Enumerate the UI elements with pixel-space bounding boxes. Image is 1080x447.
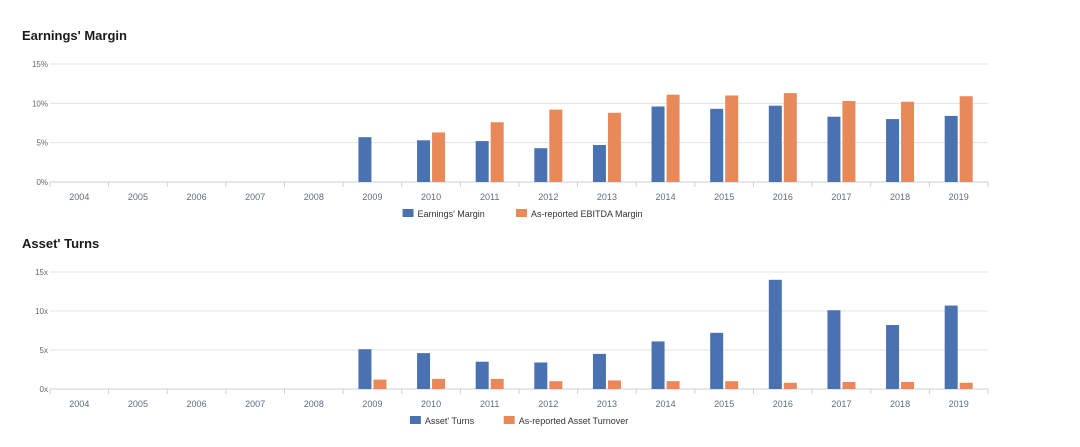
bar-earnings-s1-2012 bbox=[549, 109, 563, 182]
legend-label: As-reported Asset Turnover bbox=[519, 416, 629, 426]
bar-asset-s1-2014 bbox=[666, 381, 680, 389]
bar-earnings-s0-2017 bbox=[827, 116, 841, 182]
x-tick-label: 2018 bbox=[890, 192, 910, 202]
x-tick-label: 2017 bbox=[831, 192, 851, 202]
bar-earnings-s0-2013 bbox=[592, 145, 606, 182]
bar-earnings-s1-2016 bbox=[783, 93, 797, 182]
bar-asset-s1-2010 bbox=[432, 378, 446, 389]
bar-earnings-s1-2014 bbox=[666, 94, 680, 182]
x-tick-label: 2019 bbox=[949, 399, 969, 409]
x-tick-label: 2015 bbox=[714, 399, 734, 409]
bar-asset-s0-2010 bbox=[417, 353, 431, 389]
x-tick-label: 2007 bbox=[245, 399, 265, 409]
bar-asset-s0-2013 bbox=[592, 353, 606, 389]
x-tick-label: 2019 bbox=[949, 192, 969, 202]
bar-asset-s0-2011 bbox=[475, 361, 489, 389]
x-tick-label: 2010 bbox=[421, 192, 441, 202]
bar-asset-s1-2017 bbox=[842, 381, 856, 389]
y-tick-label: 10% bbox=[32, 99, 48, 108]
bar-asset-s0-2017 bbox=[827, 310, 841, 389]
x-tick-label: 2004 bbox=[69, 192, 89, 202]
x-tick-label: 2011 bbox=[480, 399, 499, 409]
x-tick-label: 2015 bbox=[714, 192, 734, 202]
bar-asset-s0-2019 bbox=[944, 305, 958, 389]
bar-earnings-s1-2015 bbox=[725, 95, 739, 182]
bar-asset-s1-2015 bbox=[725, 381, 739, 389]
bar-earnings-s0-2018 bbox=[886, 119, 900, 182]
bar-asset-s0-2016 bbox=[768, 279, 782, 389]
legend-label: Earnings' Margin bbox=[418, 209, 485, 219]
x-tick-label: 2018 bbox=[890, 399, 910, 409]
bar-earnings-s0-2011 bbox=[475, 141, 489, 182]
bar-earnings-s1-2010 bbox=[432, 132, 446, 182]
x-tick-label: 2006 bbox=[187, 192, 207, 202]
x-tick-label: 2013 bbox=[597, 192, 617, 202]
x-tick-label: 2012 bbox=[538, 399, 558, 409]
bar-asset-s1-2018 bbox=[901, 381, 915, 389]
y-tick-label: 15x bbox=[35, 268, 48, 277]
x-tick-label: 2007 bbox=[245, 192, 265, 202]
bar-earnings-s0-2016 bbox=[768, 105, 782, 182]
x-tick-label: 2005 bbox=[128, 399, 148, 409]
x-tick-label: 2004 bbox=[69, 399, 89, 409]
bar-earnings-s0-2012 bbox=[534, 148, 548, 182]
x-tick-label: 2013 bbox=[597, 399, 617, 409]
legend-swatch bbox=[402, 209, 414, 217]
x-tick-label: 2014 bbox=[656, 399, 676, 409]
x-tick-label: 2008 bbox=[304, 399, 324, 409]
x-tick-label: 2009 bbox=[362, 192, 382, 202]
legend-swatch bbox=[515, 209, 527, 217]
earnings-margin-chart: 0% 5% 10% 15% 2004 2005 2006 2007 2008 2009 2010 20… bbox=[32, 60, 989, 219]
x-tick-label: 2016 bbox=[773, 399, 793, 409]
y-tick-label: 15% bbox=[32, 60, 48, 69]
bar-asset-s0-2018 bbox=[886, 325, 900, 389]
legend-swatch bbox=[409, 416, 421, 424]
bar-asset-s1-2013 bbox=[607, 380, 621, 389]
chart-title-earnings-margin: Earnings' Margin bbox=[22, 28, 127, 43]
bar-earnings-s0-2019 bbox=[944, 115, 958, 182]
chart-title-asset-turns: Asset' Turns bbox=[22, 236, 100, 251]
bar-asset-s0-2015 bbox=[710, 332, 724, 389]
x-tick-label: 2005 bbox=[128, 192, 148, 202]
bar-earnings-s1-2019 bbox=[959, 96, 973, 182]
legend-label: As-reported EBITDA Margin bbox=[531, 209, 643, 219]
bar-asset-s1-2012 bbox=[549, 381, 563, 389]
bar-asset-s0-2009 bbox=[358, 349, 372, 389]
x-tick-label: 2016 bbox=[773, 192, 793, 202]
bar-asset-s1-2016 bbox=[783, 382, 797, 389]
bar-asset-s0-2014 bbox=[651, 341, 665, 389]
x-tick-label: 2011 bbox=[480, 192, 499, 202]
asset-turns-chart: 0x 5x 10x 15x 2004 2005 2006 2007 2008 2009 2010 20… bbox=[35, 268, 989, 426]
bar-asset-s0-2012 bbox=[534, 362, 548, 389]
x-tick-label: 2014 bbox=[656, 192, 676, 202]
bar-asset-s1-2011 bbox=[490, 378, 504, 389]
bar-earnings-s1-2011 bbox=[490, 122, 504, 182]
x-tick-label: 2010 bbox=[421, 399, 441, 409]
bar-earnings-s1-2013 bbox=[607, 112, 621, 182]
bar-asset-s1-2019 bbox=[959, 382, 973, 389]
bar-asset-s1-2009 bbox=[373, 379, 387, 389]
y-tick-label: 5% bbox=[36, 139, 48, 148]
bar-earnings-s0-2015 bbox=[710, 108, 724, 182]
y-tick-label: 5x bbox=[40, 346, 48, 355]
x-tick-label: 2009 bbox=[362, 399, 382, 409]
legend-label: Asset' Turns bbox=[425, 416, 475, 426]
legend-swatch bbox=[503, 416, 515, 424]
bar-earnings-s0-2014 bbox=[651, 106, 665, 182]
y-tick-label: 0x bbox=[40, 385, 48, 394]
bar-earnings-s1-2018 bbox=[901, 101, 915, 182]
x-tick-label: 2008 bbox=[304, 192, 324, 202]
bar-earnings-s0-2009 bbox=[358, 137, 372, 182]
y-tick-label: 0% bbox=[36, 178, 48, 187]
x-tick-label: 2006 bbox=[187, 399, 207, 409]
x-tick-label: 2012 bbox=[538, 192, 558, 202]
y-tick-label: 10x bbox=[35, 307, 48, 316]
bar-earnings-s0-2010 bbox=[417, 140, 431, 182]
bar-earnings-s1-2017 bbox=[842, 100, 856, 182]
x-tick-label: 2017 bbox=[831, 399, 851, 409]
